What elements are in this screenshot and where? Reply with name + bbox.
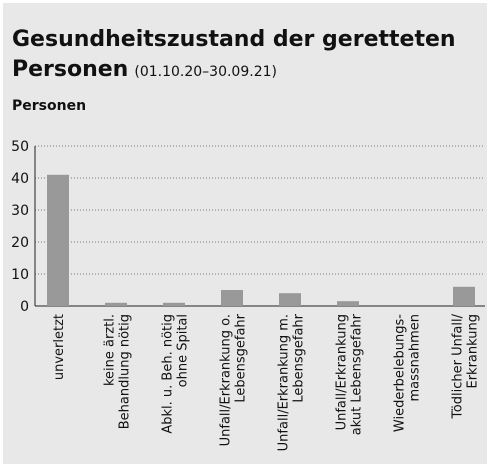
x-tick-label-line: Wiederbelebungs-	[393, 314, 408, 432]
x-tick-label-line: Lebensgefahr	[234, 313, 249, 402]
x-tick-label-line: Lebensgefahr	[292, 313, 307, 402]
x-tick-label-line: akut Lebensgefahr	[350, 313, 365, 435]
bar	[105, 302, 127, 306]
bar	[221, 290, 243, 306]
chart-title: Gesundheitszustand der geretteten	[12, 27, 456, 52]
bar	[47, 174, 69, 306]
x-tick-label: keine ärztl.Behandlung nötig	[103, 314, 133, 429]
x-tick-label-line: Behandlung nötig	[118, 314, 133, 429]
bar	[337, 301, 359, 306]
y-tick-label: 40	[11, 171, 29, 187]
y-tick-label: 50	[11, 139, 29, 155]
y-axis-label: Personen	[12, 98, 86, 114]
bar	[453, 286, 475, 306]
x-tick-label-line: Unfall/Erkrankung	[335, 314, 350, 430]
y-tick-label: 30	[11, 203, 29, 219]
x-tick-label: Unfall/Erkrankungakut Lebensgefahr	[335, 313, 365, 435]
x-tick-label-line: Erkrankung	[466, 314, 481, 389]
x-tick-label: unverletzt	[52, 314, 67, 380]
x-tick-label-line: massnahmen	[408, 314, 423, 402]
x-tick-label-line: Abkl. u. Beh. nötig	[161, 314, 176, 434]
x-tick-label-line: Unfall/Erkrankung o.	[219, 314, 234, 446]
subtitle: (01.10.20–30.09.21)	[134, 64, 277, 80]
x-tick-label-line: Unfall/Erkrankung m.	[277, 314, 292, 451]
bar	[279, 293, 301, 306]
x-tick-label: Tödlicher Unfall/Erkrankung	[451, 313, 481, 419]
x-tick-label: Unfall/Erkrankung o.Lebensgefahr	[219, 313, 249, 446]
x-tick-label-line: ohne Spital	[176, 314, 191, 387]
x-tick-label-line: unverletzt	[52, 314, 67, 380]
y-tick-label: 20	[11, 235, 29, 251]
y-tick-label: 10	[11, 267, 29, 283]
x-tick-label-line: keine ärztl.	[103, 314, 118, 386]
title-line2: Personen	[12, 57, 128, 82]
background	[3, 3, 487, 464]
x-tick-label: Unfall/Erkrankung m.Lebensgefahr	[277, 313, 307, 451]
chart-title-line: Personen (01.10.20–30.09.21)	[12, 57, 277, 82]
y-tick-label: 0	[20, 299, 29, 315]
x-tick-label: Wiederbelebungs-massnahmen	[393, 314, 423, 432]
x-tick-label: Abkl. u. Beh. nötigohne Spital	[161, 314, 191, 434]
bar	[163, 302, 185, 306]
x-tick-label-line: Tödlicher Unfall/	[451, 313, 466, 419]
